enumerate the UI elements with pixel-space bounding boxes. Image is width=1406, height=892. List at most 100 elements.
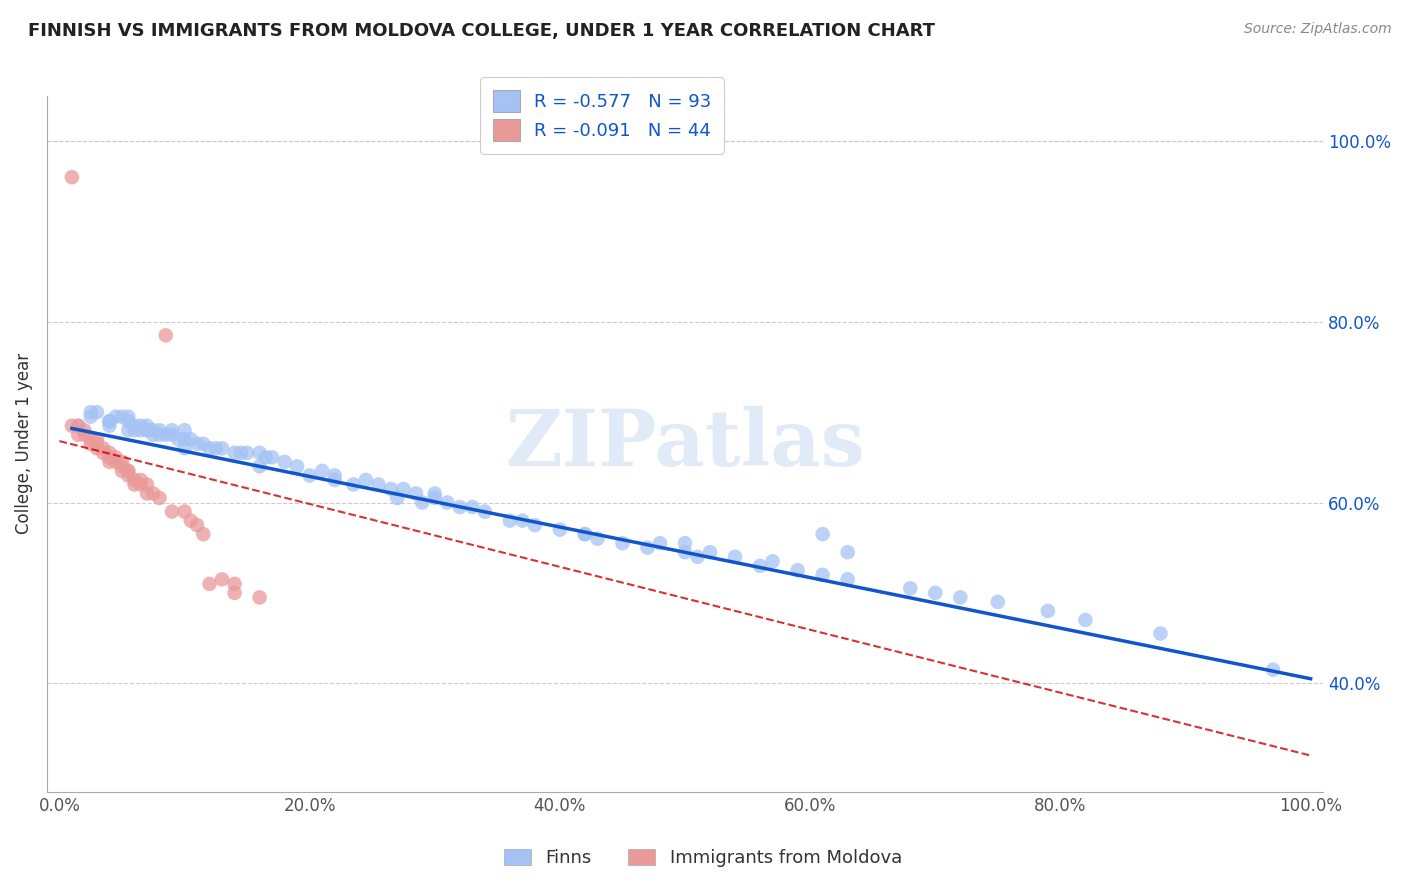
Point [273,455,295,469]
Point [249,591,271,605]
Point [136,486,159,500]
Point [405,486,427,500]
Point [73,423,96,437]
Point [173,432,195,446]
Point [79,405,101,419]
Point [354,473,377,487]
Point [167,432,190,446]
Point [1074,613,1097,627]
Point [155,328,177,343]
Point [155,427,177,442]
Point [323,473,346,487]
Point [387,491,409,505]
Point [298,468,321,483]
Point [224,586,246,600]
Point [198,442,221,456]
Point [898,582,921,596]
Point [91,446,114,460]
Point [67,418,90,433]
Point [699,545,721,559]
Point [60,170,83,185]
Point [111,459,134,474]
Point [574,527,596,541]
Point [117,409,139,424]
Point [142,486,165,500]
Point [148,427,170,442]
Point [686,549,709,564]
Point [837,545,859,559]
Point [136,423,159,437]
Point [124,418,146,433]
Point [148,491,170,505]
Point [148,423,170,437]
Point [73,427,96,442]
Point [474,505,496,519]
Legend: R = -0.577   N = 93, R = -0.091   N = 44: R = -0.577 N = 93, R = -0.091 N = 44 [479,77,724,153]
Point [117,464,139,478]
Point [586,532,609,546]
Point [193,437,215,451]
Point [512,514,534,528]
Point [117,423,139,437]
Point [136,423,159,437]
Point [129,473,152,487]
Point [117,468,139,483]
Point [342,477,364,491]
Point [160,423,183,437]
Point [249,459,271,474]
Point [117,414,139,428]
Point [449,500,471,514]
Point [111,455,134,469]
Point [367,477,389,491]
Point [136,477,159,491]
Point [323,468,346,483]
Point [98,414,121,428]
Point [749,558,772,573]
Point [98,446,121,460]
Point [811,527,834,541]
Point [67,418,90,433]
Point [79,432,101,446]
Point [180,432,202,446]
Point [129,418,152,433]
Point [224,577,246,591]
Point [160,505,183,519]
Point [236,446,259,460]
Text: ZIPatlas: ZIPatlas [505,406,865,482]
Point [786,563,808,577]
Point [193,527,215,541]
Point [392,482,415,496]
Point [160,427,183,442]
Point [98,414,121,428]
Point [142,423,165,437]
Point [254,450,277,465]
Y-axis label: College, Under 1 year: College, Under 1 year [15,353,32,534]
Point [86,442,108,456]
Point [423,491,446,505]
Point [612,536,634,550]
Point [637,541,659,555]
Point [86,437,108,451]
Point [1149,626,1171,640]
Point [186,518,208,533]
Point [111,464,134,478]
Point [173,423,195,437]
Point [186,437,208,451]
Text: Source: ZipAtlas.com: Source: ZipAtlas.com [1244,22,1392,37]
Point [673,536,696,550]
Point [79,437,101,451]
Point [262,450,284,465]
Point [380,482,402,496]
Point [224,446,246,460]
Point [98,418,121,433]
Point [173,505,195,519]
Point [98,455,121,469]
Point [129,477,152,491]
Point [461,500,484,514]
Point [548,523,571,537]
Point [211,572,233,586]
Point [117,464,139,478]
Point [111,409,134,424]
Point [198,577,221,591]
Point [86,432,108,446]
